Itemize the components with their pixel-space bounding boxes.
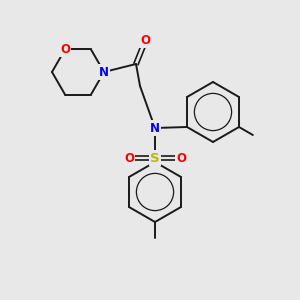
Text: O: O: [60, 43, 70, 56]
Text: S: S: [150, 152, 160, 164]
Text: O: O: [140, 34, 150, 46]
Text: N: N: [99, 65, 109, 79]
Text: O: O: [176, 152, 186, 164]
Text: O: O: [124, 152, 134, 164]
Text: N: N: [150, 122, 160, 134]
